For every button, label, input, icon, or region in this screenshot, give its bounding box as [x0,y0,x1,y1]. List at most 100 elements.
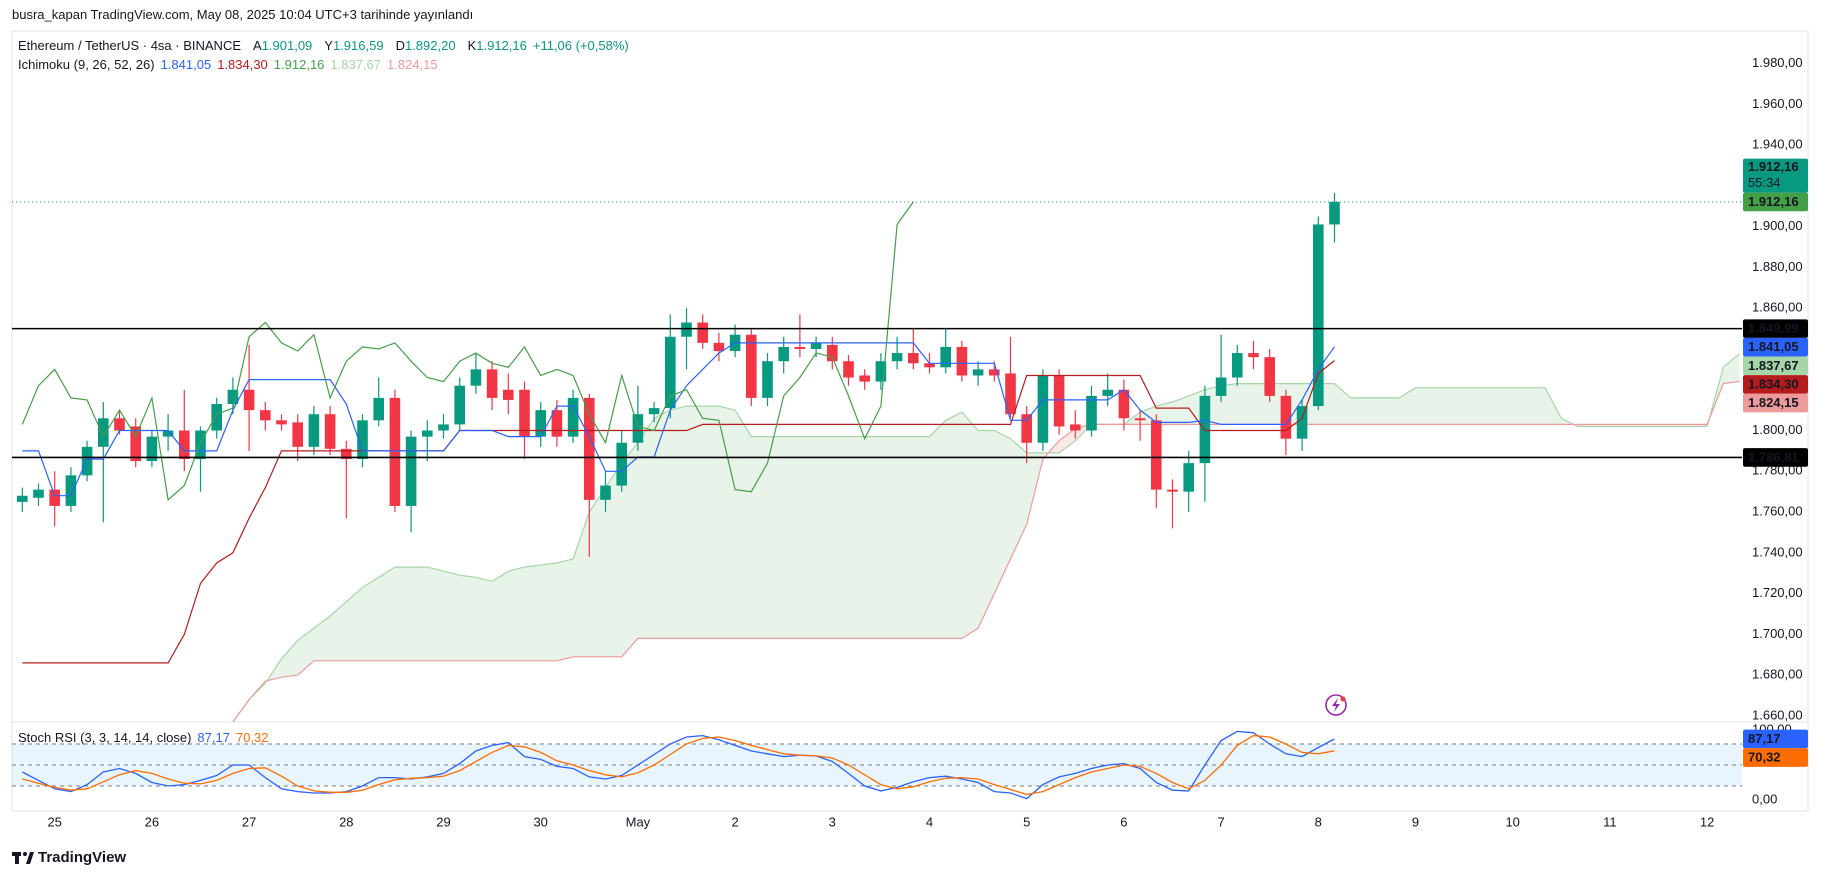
cloud [799,436,817,639]
x-tick-label: 6 [1120,814,1127,829]
candle-body [1053,375,1065,427]
x-tick-label: May [626,814,651,829]
cloud [783,436,800,639]
candle-body [389,397,401,506]
candle-body [1280,395,1292,439]
candle-body [632,414,644,443]
indicator-badge [1743,337,1808,357]
change-value: +11,06 (+0,58%) [532,38,629,53]
cloud [589,487,606,657]
cloud [556,558,574,661]
candle-body [405,436,417,506]
candle-body [357,420,368,460]
symbol-title: Ethereum / TetherUS · 4sa · BINANCE [18,38,242,53]
candle-body [503,389,514,400]
candle-body [681,322,692,337]
cloud [767,436,784,639]
candle-body [746,334,757,398]
ohlc-value: 1.901,09 [261,38,313,53]
candle-body [81,446,93,476]
cloud [848,436,865,639]
cloud [378,567,395,661]
candle-body [972,369,984,376]
candle-body [33,489,44,498]
stoch-badge [1743,729,1808,749]
candle-body [924,363,935,368]
candle-body [211,404,222,431]
senkou-a-line [232,353,1740,722]
x-tick-label: 7 [1217,814,1224,829]
ohlc-key: K [467,38,477,53]
stoch-badge-label: 70,32 [1748,750,1781,765]
cloud [1350,397,1367,425]
x-tick-label: 25 [47,814,61,829]
candle-body [762,361,773,398]
indicator-badge [1743,375,1808,394]
cloud [1431,387,1448,425]
cloud [475,577,493,661]
cloud [961,412,979,639]
cloud [1059,428,1076,453]
candle-body [1037,375,1049,443]
cloud [1010,438,1027,559]
candle-body [98,418,109,447]
x-tick-label: 9 [1412,814,1419,829]
last-price-badge [1743,158,1808,193]
indicator-value: 1.841,05 [160,57,212,72]
cloud [508,567,525,661]
stoch-value: 70,32 [235,730,269,745]
cloud [1496,387,1513,425]
candle-body [17,495,28,502]
level-badge-label: 1.786,81 [1748,449,1799,464]
candle-body [859,375,870,382]
cloud [929,420,946,639]
ohlc-value: 1.892,20 [404,38,456,53]
candle-body [65,475,77,506]
candle-body [697,322,708,343]
stoch-legend: Stoch RSI (3, 3, 14, 14, close) 87,17 70,3… [18,730,269,745]
candle-body [308,414,320,447]
alert-icon[interactable] [1325,694,1347,716]
header: busra_kapan TradingView.com, May 08, 202… [12,7,474,22]
indicator-badge [1743,393,1808,413]
indicator-name: Ichimoku (9, 26, 52, 26) [18,57,155,72]
cloud [281,640,298,678]
indicator-badge-label: 1.834,30 [1748,376,1799,391]
candle-body [1329,201,1340,225]
candle-body [794,346,806,349]
tenkan-line [22,342,1335,497]
ohlc-key: A [253,38,262,53]
chikou-line [21,201,914,501]
level-badge [1743,319,1808,338]
x-tick-label: 28 [339,814,353,829]
cloud [816,436,833,639]
cloud [1447,387,1465,425]
y-tick-label: 1.680,00 [1752,667,1803,682]
cloud [459,575,476,661]
candle-body [1102,389,1113,396]
candle-body [1118,389,1130,419]
indicator-badge [1743,192,1808,212]
candle-body [1313,224,1324,407]
pane-border [11,30,1809,812]
stoch-line [22,734,1335,796]
indicator-badge-label: 1.837,67 [1748,358,1799,373]
candle-body [1183,463,1194,492]
cloud [1399,387,1416,425]
cloud [346,587,363,661]
candle-body [470,369,482,386]
countdown-label: 55:34 [1748,175,1781,190]
cloud [1172,395,1189,425]
y-tick-label: 1.760,00 [1752,503,1803,518]
candle-body [1021,414,1032,443]
kijun-line [22,360,1335,664]
x-tick-label: 5 [1023,814,1030,829]
ohlc-value: 1.916,59 [332,38,384,53]
candle-body [1215,377,1227,396]
level-badge-label: 1.849,99 [1748,321,1799,336]
cloud [492,571,509,661]
candle-body [665,336,676,409]
cloud [978,430,995,629]
cloud [297,628,314,676]
candle-body [422,430,433,437]
